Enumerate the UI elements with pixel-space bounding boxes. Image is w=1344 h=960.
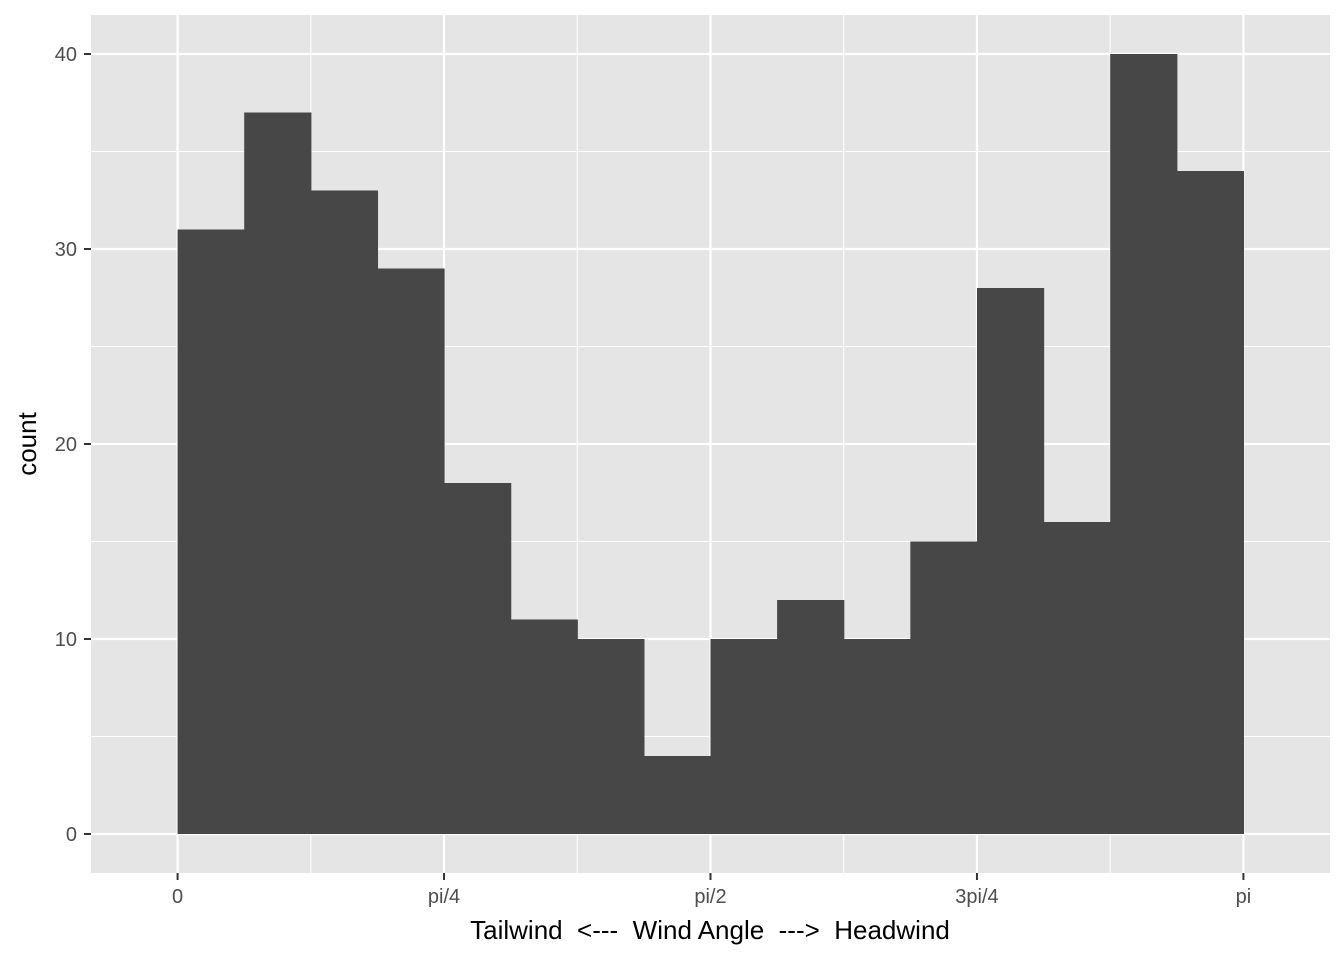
histogram-bar xyxy=(777,600,845,834)
y-axis-title: count xyxy=(12,411,42,475)
histogram-bar xyxy=(976,288,1045,834)
histogram-bar xyxy=(510,619,578,834)
histogram-bar xyxy=(910,541,978,834)
histogram-bar xyxy=(310,190,379,834)
x-tick-label: pi/2 xyxy=(694,886,726,908)
y-tick-label: 20 xyxy=(55,434,77,456)
histogram-bar xyxy=(843,639,911,834)
histogram-bar xyxy=(710,639,778,834)
y-tick-label: 10 xyxy=(55,629,77,651)
y-tick-label: 0 xyxy=(66,824,77,846)
histogram-bar xyxy=(1176,171,1245,834)
x-tick-label: pi/4 xyxy=(428,886,460,908)
x-tick-label: 3pi/4 xyxy=(955,886,998,908)
histogram-bars xyxy=(177,54,1245,834)
histogram-bar xyxy=(444,483,512,834)
histogram-bar xyxy=(643,756,712,834)
histogram-bar xyxy=(177,229,245,834)
y-axis: 0 10 20 30 40 xyxy=(55,44,91,846)
x-tick-label: pi xyxy=(1236,886,1252,908)
x-tick-label: 0 xyxy=(172,886,183,908)
histogram-bar xyxy=(377,268,445,834)
x-axis-title: Tailwind <--- Wind Angle ---> Headwind xyxy=(470,915,950,945)
histogram-bar xyxy=(577,639,645,834)
x-axis: 0 pi/4 pi/2 3pi/4 pi xyxy=(172,873,1251,908)
histogram-bar xyxy=(1043,522,1111,834)
y-tick-label: 30 xyxy=(55,239,77,261)
histogram-bar xyxy=(244,112,312,834)
y-tick-label: 40 xyxy=(55,44,77,66)
histogram-bar xyxy=(1110,54,1178,834)
